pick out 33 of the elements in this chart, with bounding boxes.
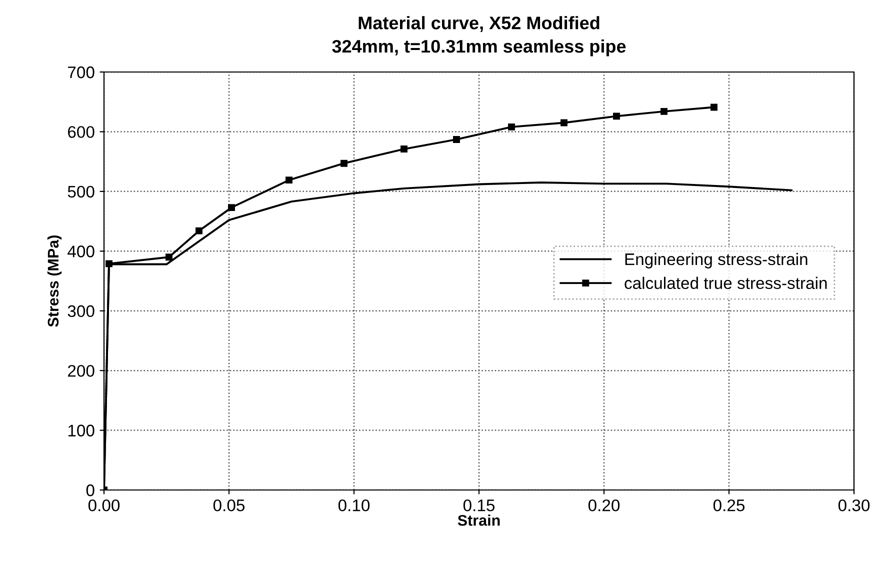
- point: [453, 136, 460, 143]
- point: [560, 119, 568, 126]
- y-tick-label: 0: [86, 484, 94, 496]
- point: [710, 104, 718, 111]
- x-tick-label: 0.30: [838, 499, 870, 512]
- point: [166, 254, 172, 261]
- point: [106, 260, 112, 268]
- x-tick-label: 0.00: [88, 499, 120, 512]
- x-tick-label: 0.05: [213, 499, 245, 512]
- y-tick-label: 500: [68, 186, 94, 198]
- legend-label: calculated true stress-strain: [624, 276, 827, 290]
- y-axis-title: Stress (MPa): [47, 235, 62, 327]
- point: [508, 123, 515, 130]
- point: [340, 160, 348, 167]
- y-tick-label: 300: [68, 305, 94, 318]
- y-tick-label: 400: [68, 246, 94, 258]
- point: [660, 108, 668, 115]
- legend-label: Engineering stress-strain: [625, 252, 808, 268]
- point: [613, 112, 620, 120]
- point: [228, 204, 235, 212]
- chart-title: Material curve, X52 Modified 324mm, t=10.31mm seamless pipe: [332, 16, 626, 56]
- y-tick-label: 600: [68, 126, 94, 138]
- x-tick-label: 0.25: [713, 499, 745, 512]
- y-tick-label: 100: [68, 424, 94, 436]
- point: [286, 176, 292, 184]
- point: [400, 146, 408, 153]
- x-tick-label: 0.10: [338, 499, 370, 512]
- y-tick-label: 700: [68, 66, 94, 78]
- point: [196, 227, 202, 234]
- x-tick-label: 0.20: [588, 499, 620, 512]
- x-tick-label: 0.15: [463, 499, 495, 512]
- y-tick-label: 200: [68, 364, 94, 377]
- x-axis-title: Strain: [458, 514, 500, 526]
